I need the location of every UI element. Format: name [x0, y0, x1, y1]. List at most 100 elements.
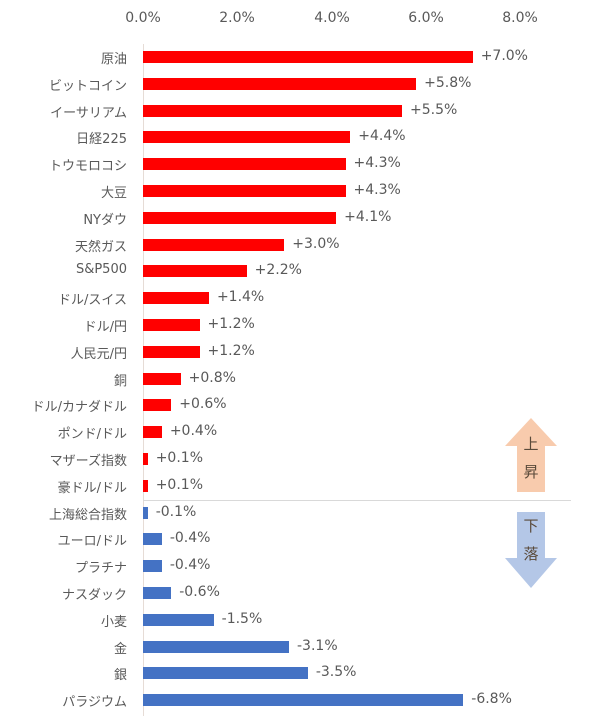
- category-label: イーサリアム: [50, 105, 127, 121]
- category-label: ドル/円: [83, 320, 127, 335]
- rise-bar: [143, 345, 200, 358]
- bar-row: 人民元/円 +1.2%: [0, 339, 600, 366]
- category-label: パラジウム: [62, 695, 127, 711]
- bar-row: ドル/円 +1.2%: [0, 312, 600, 339]
- bar-row: ドル/スイス +1.4%: [0, 285, 600, 312]
- category-label: トウモロコシ: [48, 159, 127, 175]
- bar-row: 天然ガス +3.0%: [0, 232, 600, 259]
- category-label: 日経225: [76, 132, 127, 148]
- bar-row: 原油 +7.0%: [0, 44, 600, 71]
- fall-bar: [143, 667, 308, 680]
- category-label: 銅: [113, 373, 127, 389]
- bar-row: イーサリアム +5.5%: [0, 98, 600, 125]
- category-label: 天然ガス: [74, 239, 127, 255]
- value-label: +1.4%: [216, 289, 265, 306]
- fall-bar: [143, 694, 464, 707]
- value-label: +4.1%: [344, 208, 392, 225]
- up-arrow-icon: [505, 418, 557, 492]
- bar-row: ユーロ/ドル -0.4%: [0, 526, 600, 553]
- rise-bar: [143, 51, 473, 63]
- bar-row: ビットコイン +5.8%: [0, 71, 600, 98]
- value-label: +4.3%: [353, 182, 401, 198]
- category-label: 豪ドル/ドル: [57, 480, 127, 496]
- bar-row: 大豆 +4.3%: [0, 178, 600, 205]
- x-tick: 4.0%: [314, 10, 350, 26]
- x-tick: 6.0%: [408, 10, 444, 26]
- bar-row: 日経225 +4.4%: [0, 124, 600, 151]
- bar-row: ナスダック -0.6%: [0, 580, 600, 607]
- value-label: -3.5%: [315, 664, 357, 681]
- category-label: ドル/スイス: [58, 293, 127, 309]
- value-label: -0.4%: [169, 530, 211, 547]
- value-label: +0.8%: [188, 369, 236, 386]
- category-label: プラチナ: [74, 561, 127, 577]
- value-label: -3.1%: [297, 637, 338, 654]
- rise-bar: [143, 131, 351, 144]
- fall-bar: [143, 640, 289, 653]
- fall-legend: 下 落: [505, 512, 557, 588]
- category-label: ビットコイン: [48, 78, 127, 94]
- rise-bar: [143, 211, 337, 224]
- fall-bar: [143, 587, 172, 599]
- value-label: +2.2%: [254, 262, 302, 279]
- category-label: ポンド/ドル: [57, 427, 127, 443]
- value-label: +7.0%: [480, 48, 528, 64]
- rise-bar: [143, 158, 346, 171]
- value-label: +0.6%: [179, 396, 227, 413]
- value-label: +0.1%: [155, 450, 204, 466]
- category-label: 金: [113, 641, 127, 657]
- bar-row: トウモロコシ +4.3%: [0, 151, 600, 178]
- fall-bar: [143, 533, 162, 546]
- bar-row: NYダウ +4.1%: [0, 205, 600, 232]
- category-label: ドル/カナダドル: [31, 400, 127, 416]
- rise-bar: [143, 265, 247, 278]
- bar-row: S&P500 +2.2%: [0, 258, 600, 285]
- x-tick: 8.0%: [502, 10, 538, 26]
- value-label: -0.1%: [155, 503, 197, 520]
- category-label: 原油: [100, 52, 127, 67]
- rise-bar: [143, 292, 209, 305]
- rise-bar: [143, 104, 403, 117]
- category-label: S&P500: [75, 262, 127, 278]
- rise-bar: [143, 399, 172, 412]
- rise-label-1: 上: [523, 435, 539, 453]
- x-tick: 0.0%: [125, 10, 161, 26]
- value-label: +5.5%: [410, 101, 458, 118]
- category-label: 人民元/円: [70, 346, 127, 362]
- value-label: +4.3%: [353, 155, 401, 172]
- value-label: +0.4%: [169, 423, 218, 440]
- category-label: 銀: [113, 668, 127, 684]
- category-label: NYダウ: [83, 212, 127, 228]
- x-tick: 2.0%: [219, 10, 255, 26]
- category-label: 小麦: [100, 614, 127, 630]
- rise-bar: [143, 479, 148, 492]
- value-label: +1.2%: [207, 316, 255, 332]
- down-arrow-icon: [505, 512, 557, 588]
- bar-row: 銀 -3.5%: [0, 660, 600, 687]
- bar-row: マザーズ指数 +0.1%: [0, 446, 600, 473]
- rise-bar: [143, 77, 417, 90]
- value-label: -1.5%: [221, 610, 263, 627]
- category-label: 大豆: [100, 186, 127, 201]
- fall-bar: [143, 506, 148, 519]
- bar-row: 上海総合指数 -0.1%: [0, 500, 600, 527]
- value-label: -6.8%: [471, 691, 512, 708]
- fall-label-1: 下: [523, 517, 539, 535]
- rise-bar: [143, 453, 148, 465]
- fall-bar: [143, 613, 214, 626]
- rise-bar: [143, 185, 346, 197]
- bar-row: 豪ドル/ドル +0.1%: [0, 473, 600, 500]
- category-label: 上海総合指数: [48, 507, 127, 523]
- value-label: +0.1%: [155, 476, 204, 493]
- rise-label-2: 昇: [523, 463, 539, 481]
- value-label: +3.0%: [292, 235, 340, 252]
- bar-row: ポンド/ドル +0.4%: [0, 419, 600, 446]
- value-label: +5.8%: [424, 74, 472, 91]
- rise-bar: [143, 238, 285, 251]
- bar-row: ドル/カナダドル +0.6%: [0, 392, 600, 419]
- value-label: -0.4%: [169, 557, 211, 574]
- bar-row: 金 -3.1%: [0, 634, 600, 661]
- rise-bar: [143, 426, 162, 439]
- value-label: +4.4%: [358, 128, 406, 145]
- bar-row: プラチナ -0.4%: [0, 553, 600, 580]
